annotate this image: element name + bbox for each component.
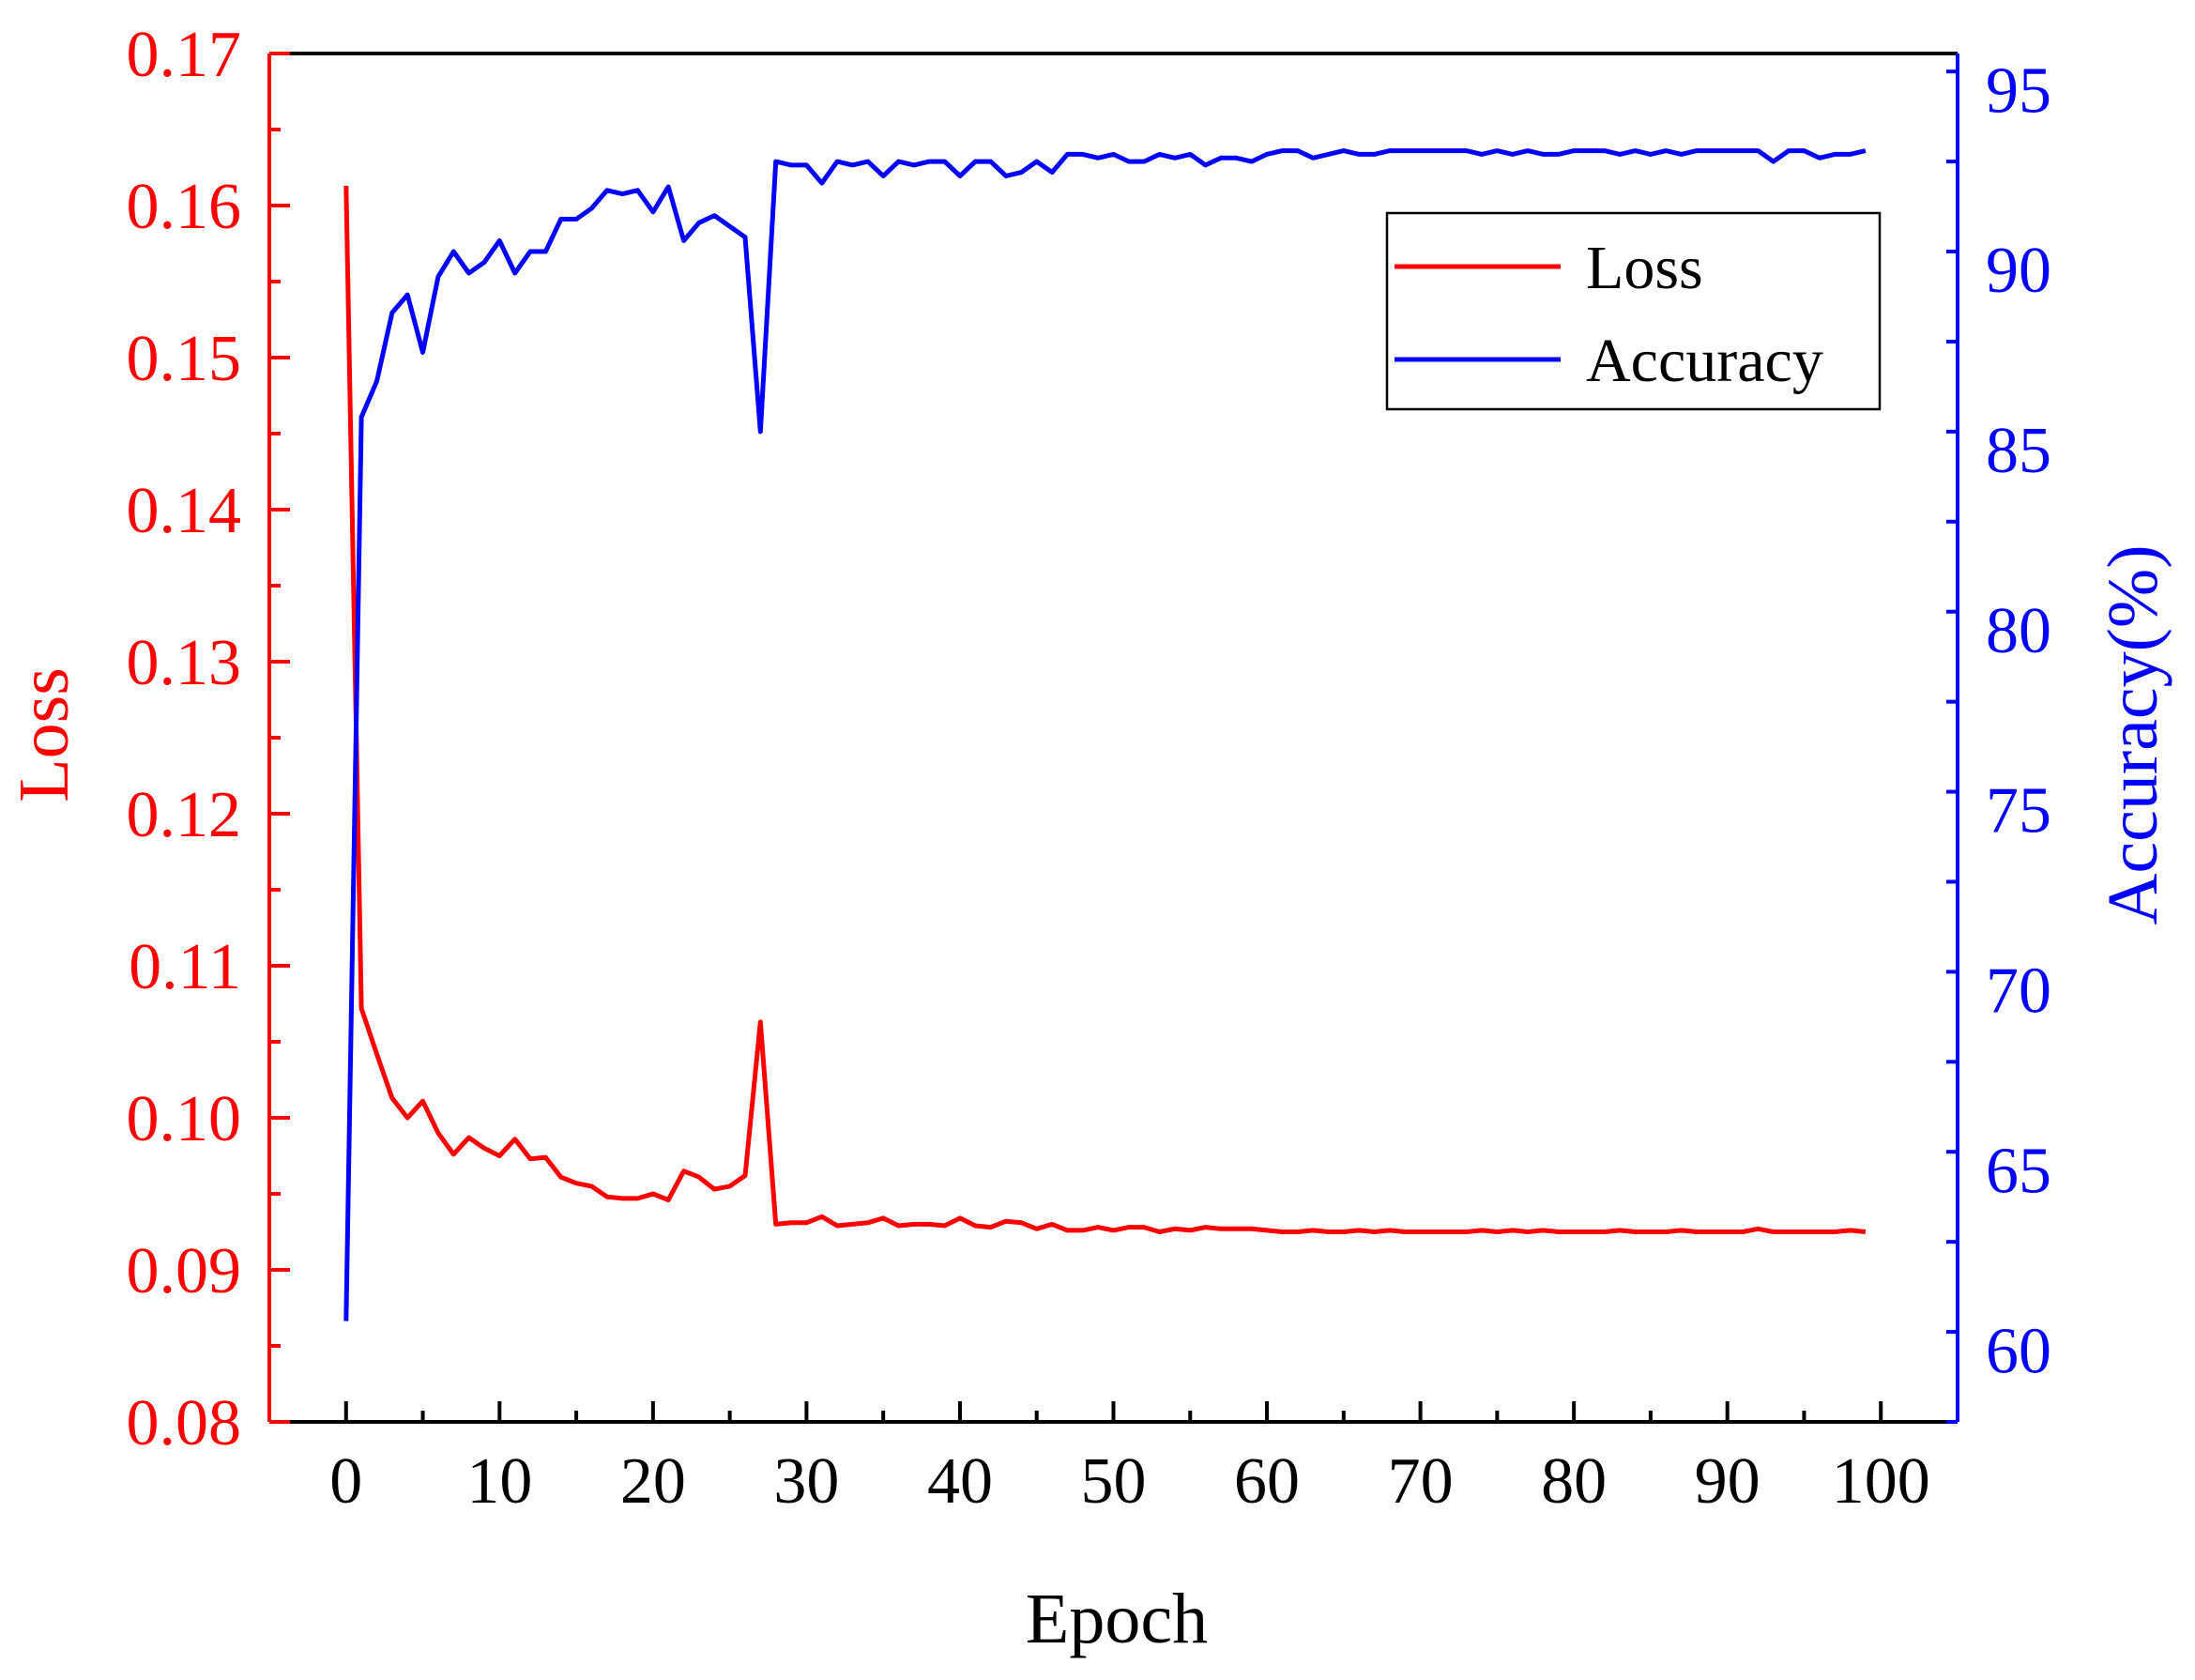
left-y-tick-label: 0.12 bbox=[127, 779, 242, 851]
x-tick-label: 50 bbox=[1081, 1445, 1147, 1518]
legend-label-loss: Loss bbox=[1586, 234, 1703, 302]
right-y-axis-title: Accuracy(%) bbox=[2094, 544, 2172, 924]
left-y-tick-label: 0.15 bbox=[127, 323, 242, 395]
right-y-tick-label: 70 bbox=[1986, 955, 2051, 1028]
x-tick-label: 90 bbox=[1695, 1445, 1761, 1518]
x-tick-label: 40 bbox=[927, 1445, 993, 1518]
right-y-tick-label: 60 bbox=[1986, 1315, 2051, 1387]
x-axis-ticks: 0 10 20 30 40 50 60 70 80 90 100 bbox=[329, 1401, 1930, 1518]
left-y-axis-ticks: 0.08 0.09 0.10 0.11 0.12 0.13 0.14 0.15 0.16 0.17 bbox=[127, 19, 290, 1459]
right-y-tick-label: 90 bbox=[1986, 235, 2051, 307]
left-y-tick-label: 0.13 bbox=[127, 627, 242, 699]
series-line-loss bbox=[343, 185, 1867, 1234]
left-y-tick-label: 0.09 bbox=[127, 1235, 242, 1307]
left-y-tick-label: 0.08 bbox=[127, 1387, 242, 1459]
x-tick-label: 10 bbox=[466, 1445, 532, 1518]
left-y-axis-title: Loss bbox=[5, 667, 84, 802]
x-tick-label: 80 bbox=[1541, 1445, 1607, 1518]
left-y-tick-label: 0.10 bbox=[127, 1083, 242, 1155]
legend: Loss Accuracy bbox=[1385, 211, 1882, 411]
x-axis-title: Epoch bbox=[1026, 1580, 1208, 1658]
legend-box bbox=[1385, 211, 1882, 411]
right-y-tick-label: 85 bbox=[1986, 415, 2051, 487]
right-y-axis-ticks: 60 65 70 75 80 85 90 95 bbox=[1946, 54, 2051, 1424]
left-y-tick-label: 0.17 bbox=[127, 19, 242, 91]
x-tick-label: 30 bbox=[773, 1445, 839, 1518]
x-tick-label: 60 bbox=[1234, 1445, 1300, 1518]
right-y-tick-label: 80 bbox=[1986, 595, 2051, 667]
left-y-tick-label: 0.14 bbox=[127, 475, 242, 547]
x-tick-label: 70 bbox=[1388, 1445, 1454, 1518]
left-y-tick-label: 0.16 bbox=[127, 171, 242, 243]
legend-label-accuracy: Accuracy bbox=[1586, 327, 1823, 395]
x-tick-label: 0 bbox=[329, 1445, 362, 1518]
x-tick-label: 20 bbox=[620, 1445, 686, 1518]
x-tick-label: 100 bbox=[1832, 1445, 1930, 1518]
right-y-tick-label: 75 bbox=[1986, 775, 2051, 848]
right-y-tick-label: 65 bbox=[1986, 1135, 2051, 1207]
left-y-tick-label: 0.11 bbox=[129, 931, 241, 1003]
right-y-tick-label: 95 bbox=[1986, 54, 2051, 127]
series-line-accuracy bbox=[343, 148, 1867, 1321]
series-layer bbox=[343, 148, 1867, 1321]
